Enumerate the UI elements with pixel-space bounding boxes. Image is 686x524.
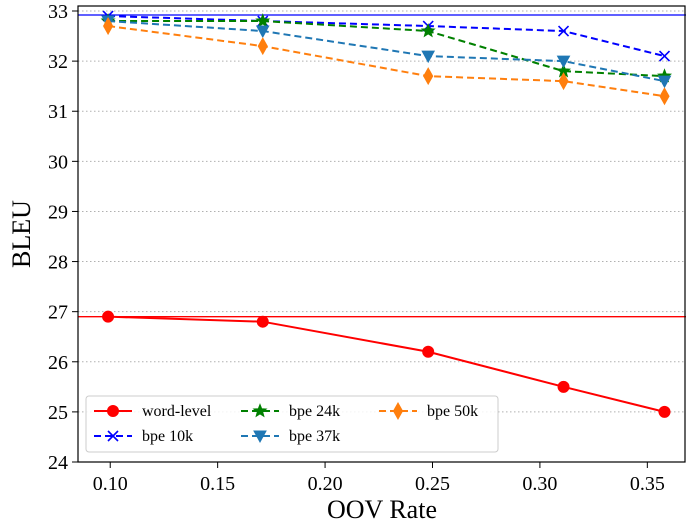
data-point-marker bbox=[255, 13, 271, 28]
y-tick-label: 26 bbox=[48, 352, 68, 374]
legend-label: bpe 24k bbox=[289, 403, 340, 420]
series-0 bbox=[102, 310, 671, 418]
data-point-marker bbox=[253, 430, 267, 444]
x-axis-title: OOV Rate bbox=[327, 495, 437, 524]
legend-label: bpe 50k bbox=[427, 403, 478, 420]
legend-label: bpe 37k bbox=[289, 428, 340, 445]
y-tick-label: 31 bbox=[48, 101, 68, 123]
legend-item: bpe 10k bbox=[94, 428, 193, 445]
y-tick-label: 30 bbox=[48, 151, 68, 173]
data-point-marker bbox=[421, 50, 436, 64]
data-point-marker bbox=[422, 345, 435, 358]
data-point-marker bbox=[556, 55, 571, 69]
data-point-marker bbox=[107, 430, 119, 442]
x-tick-label: 0.15 bbox=[200, 473, 235, 495]
y-axis-title: BLEU bbox=[7, 200, 36, 268]
y-tick-label: 32 bbox=[48, 51, 68, 73]
y-tick-label: 24 bbox=[48, 452, 68, 474]
data-point-marker bbox=[557, 380, 570, 393]
data-point-marker bbox=[423, 67, 434, 86]
series-3 bbox=[101, 15, 672, 89]
plot-frame bbox=[77, 5, 686, 463]
ticks-layer: 0.10 0.15 0.20 0.25 0.30 0.35 24 25 26 27 28 29 30 31… bbox=[48, 1, 665, 495]
data-point-marker bbox=[257, 37, 268, 56]
y-tick-label: 27 bbox=[48, 302, 68, 324]
data-point-marker bbox=[658, 50, 671, 62]
data-point-marker bbox=[102, 310, 115, 323]
series-4 bbox=[103, 17, 670, 106]
data-point-marker bbox=[107, 405, 119, 417]
data-point-marker bbox=[657, 75, 672, 89]
data-point-marker bbox=[658, 405, 671, 418]
legend-label: bpe 10k bbox=[142, 428, 193, 445]
data-point-marker bbox=[420, 23, 436, 38]
reference-lines bbox=[78, 14, 686, 318]
legend-item: word-level bbox=[94, 403, 212, 420]
legend-item: bpe 50k bbox=[379, 401, 478, 421]
data-point-marker bbox=[256, 315, 269, 328]
data-point-marker bbox=[255, 25, 270, 39]
x-tick-label: 0.35 bbox=[630, 473, 665, 495]
series-layer bbox=[100, 10, 673, 418]
y-tick-label: 25 bbox=[48, 402, 68, 424]
data-point-marker bbox=[252, 403, 268, 418]
y-tick-label: 28 bbox=[48, 252, 68, 274]
data-point-marker bbox=[557, 25, 570, 37]
x-tick-label: 0.25 bbox=[415, 473, 450, 495]
legend-label: word-level bbox=[142, 403, 212, 420]
data-point-marker bbox=[558, 72, 569, 91]
data-point-marker bbox=[659, 87, 670, 106]
x-tick-label: 0.20 bbox=[308, 473, 343, 495]
y-tick-label: 29 bbox=[48, 201, 68, 223]
x-tick-label: 0.10 bbox=[93, 473, 128, 495]
legend-item: bpe 24k bbox=[241, 403, 340, 420]
legend-item: bpe 37k bbox=[241, 428, 340, 445]
data-point-marker bbox=[103, 17, 114, 36]
x-tick-label: 0.30 bbox=[522, 473, 557, 495]
y-tick-label: 33 bbox=[48, 1, 68, 23]
legend: word-level bpe 10k bpe 24k bpe 37k bpe 50k bbox=[85, 395, 499, 453]
data-point-marker bbox=[392, 401, 404, 421]
